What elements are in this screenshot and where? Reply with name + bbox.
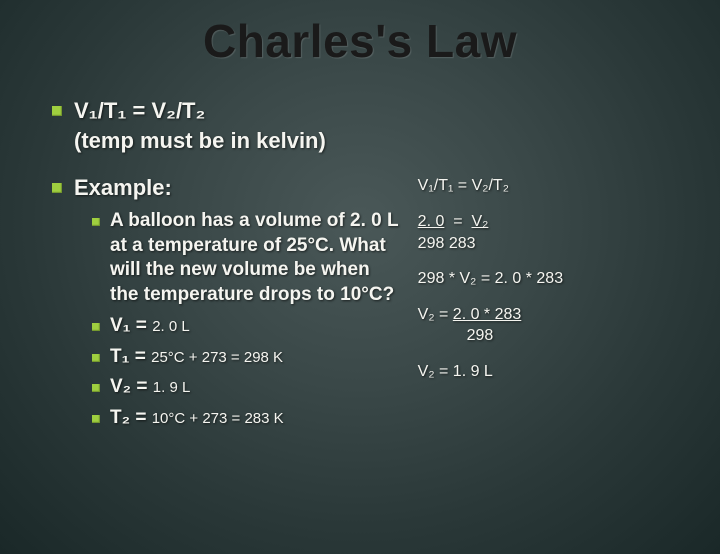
v2-label: V₂ =	[110, 376, 148, 397]
t2-value: 10°C + 273 = 283 K	[152, 410, 284, 427]
step-1: V₁/T₁ = V₂/T₂	[418, 175, 668, 197]
v1-row: V₁ = 2. 0 L	[92, 314, 400, 339]
step-2b: V₂	[471, 213, 488, 230]
problem-text: A balloon has a volume of 2. 0 L at a te…	[110, 209, 400, 308]
bullet-icon	[92, 323, 100, 331]
step-2c: 298 283	[418, 235, 476, 252]
formula-row: V₁/T₁ = V₂/T₂ (temp must be in kelvin)	[52, 96, 668, 155]
step-5: V₂ = 1. 9 L	[418, 361, 668, 383]
t2-label: T₂ =	[110, 407, 146, 428]
formula-main: V₁/T₁ = V₂/T₂	[74, 98, 205, 123]
t2-row: T₂ = 10°C + 273 = 283 K	[92, 406, 400, 431]
step-3: 298 * V₂ = 2. 0 * 283	[418, 268, 668, 290]
bullet-icon	[52, 183, 62, 193]
step-2a: 2. 0	[418, 213, 445, 230]
bullet-icon	[92, 218, 100, 226]
bullet-icon	[52, 106, 62, 116]
example-label: Example:	[74, 173, 172, 203]
v2-value: 1. 9 L	[153, 379, 191, 396]
v2-row: V₂ = 1. 9 L	[92, 375, 400, 400]
problem-row: A balloon has a volume of 2. 0 L at a te…	[92, 209, 400, 308]
right-column: V₁/T₁ = V₂/T₂ 2. 0 = V₂ 298 283 298 * V₂…	[418, 173, 668, 436]
slide-body: V₁/T₁ = V₂/T₂ (temp must be in kelvin) E…	[0, 68, 720, 437]
example-sub-block: A balloon has a volume of 2. 0 L at a te…	[92, 209, 400, 431]
t1-label: T₁ =	[110, 346, 146, 367]
example-row: Example:	[52, 173, 400, 203]
formula-text: V₁/T₁ = V₂/T₂ (temp must be in kelvin)	[74, 96, 326, 155]
bullet-icon	[92, 354, 100, 362]
slide-title: Charles's Law	[0, 14, 720, 68]
step-4c: 298	[467, 327, 494, 344]
step-2: 2. 0 = V₂ 298 283	[418, 211, 668, 254]
v1-label: V₁ =	[110, 315, 147, 336]
bullet-icon	[92, 415, 100, 423]
t1-value: 25°C + 273 = 298 K	[151, 349, 283, 366]
left-column: Example: A balloon has a volume of 2. 0 …	[52, 173, 400, 436]
formula-note: (temp must be in kelvin)	[74, 128, 326, 153]
t1-row: T₁ = 25°C + 273 = 298 K	[92, 345, 400, 370]
v1-value: 2. 0 L	[152, 318, 190, 335]
bullet-icon	[92, 384, 100, 392]
step-4: V₂ = 2. 0 * 283 298	[418, 304, 668, 347]
step-4a: V₂ =	[418, 306, 453, 323]
step-4b: 2. 0 * 283	[453, 306, 522, 323]
